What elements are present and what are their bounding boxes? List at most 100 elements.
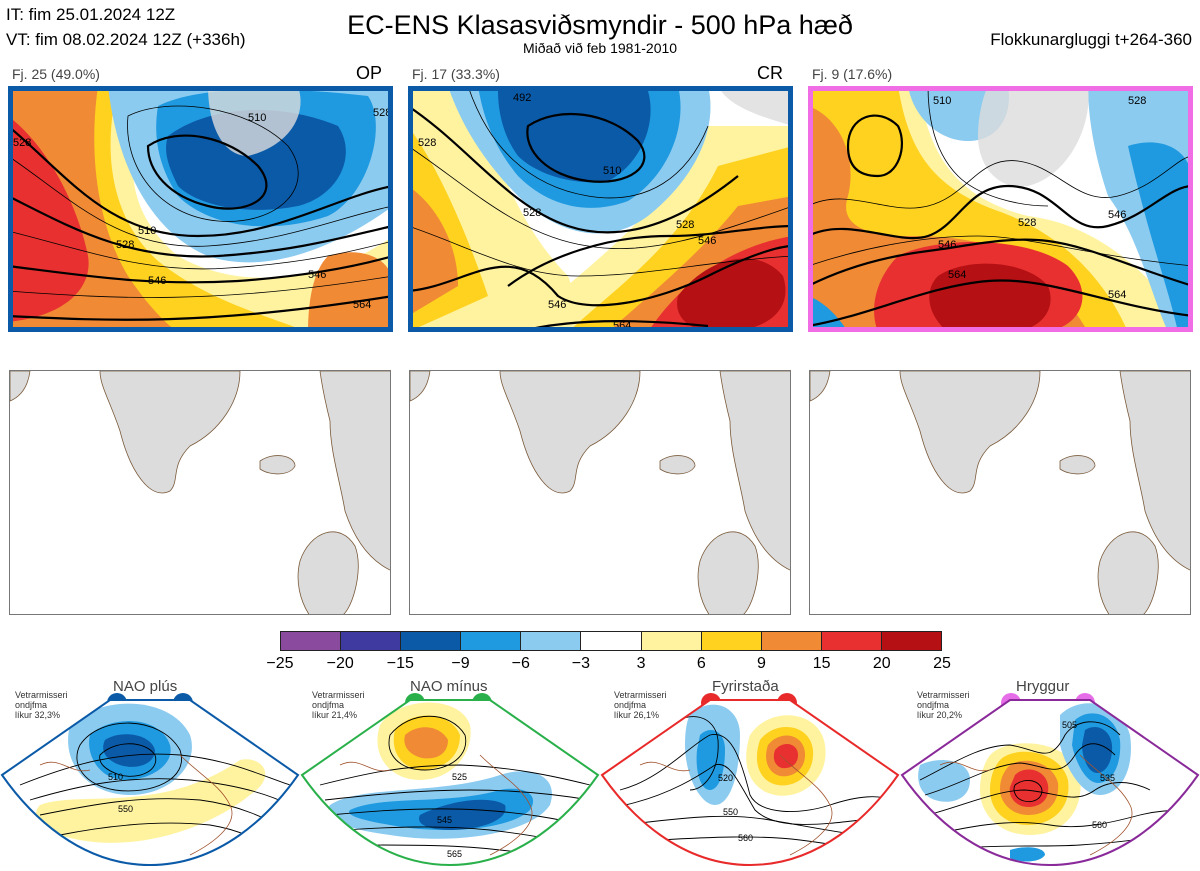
- panel-1-contour-label: 546: [308, 269, 326, 281]
- panel-1-contour-label: 546: [148, 275, 166, 287]
- regime-1-map: 510 550: [0, 699, 300, 867]
- valid-time: VT: fim 08.02.2024 12Z (+336h): [6, 30, 246, 49]
- empty-map-2-land: [410, 371, 790, 614]
- panel-1-border: [8, 86, 393, 332]
- regime-1-contour-label: 550: [118, 804, 133, 814]
- regime-1-title: NAO plús: [113, 678, 178, 695]
- panel-1-contour-label: 510: [138, 225, 156, 237]
- panel-3-label: Fj. 9 (17.6%): [812, 66, 893, 82]
- regime-1-contour-label: 510: [108, 772, 123, 782]
- panel-2-label: Fj. 17 (33.3%): [412, 66, 500, 82]
- panel-2-contour-label: 492: [513, 92, 531, 104]
- regime-3-map: 520 550 560: [600, 699, 900, 867]
- colorbar-tick-label: −15: [386, 655, 414, 672]
- empty-map-1: [9, 370, 391, 615]
- regime-4-contour-label: 560: [1092, 820, 1107, 830]
- regime-2-map: 525 545 565: [300, 699, 600, 867]
- regime-1-note-line: ondjfma: [15, 700, 48, 710]
- regime-3-note-line: Vetrarmisseri: [614, 690, 667, 700]
- colorbar-tick-label: 15: [812, 655, 831, 672]
- regime-2-note-line: líkur 21,4%: [312, 710, 358, 720]
- panel-2-contour-label: 528: [523, 207, 541, 219]
- panel-3-contour-label: 564: [948, 269, 966, 281]
- panel-1-contours: [8, 125, 393, 321]
- cluster-map-3: 510 528 546 546 564 564 528: [808, 86, 1193, 332]
- panel-2-contours: [408, 105, 793, 332]
- colorbar-tick-label: −3: [571, 655, 591, 672]
- regime-4-note-line: líkur 20,2%: [917, 710, 963, 720]
- colorbar: [280, 631, 942, 651]
- regime-4-contour-label: 505: [1062, 720, 1077, 730]
- regime-2-contour-label: 525: [452, 772, 467, 782]
- panel-3-contour-label: 528: [1018, 217, 1036, 229]
- panel-3-contour-label: 528: [1128, 95, 1146, 107]
- colorbar-bin: [641, 632, 702, 650]
- panel-3-contours: [808, 114, 1193, 328]
- regime-4-title: Hryggur: [1016, 678, 1070, 695]
- regime-2-contour-label: 545: [437, 815, 452, 825]
- colorbar-tick-label: 6: [696, 655, 706, 672]
- regime-3-note-line: líkur 26,1%: [614, 710, 660, 720]
- colorbar-tick-label: −6: [511, 655, 530, 672]
- panel-1-contour-label: 528: [116, 239, 134, 251]
- cluster-map-3-canvas: 510 528 546 546 564 564 528: [808, 86, 1193, 332]
- panel-1-contour-label: 510: [248, 112, 266, 124]
- regime-3-note-line: ondjfma: [614, 700, 647, 710]
- colorbar-tick-label: 3: [636, 655, 646, 672]
- cluster-map-1-canvas: 510 528 546 546 564 528 528 510: [8, 86, 393, 332]
- panel-2-tag: CR: [757, 63, 783, 83]
- regime-4-note-line: ondjfma: [917, 700, 950, 710]
- panel-3-border: [808, 86, 1193, 332]
- panel-1-label: Fj. 25 (49.0%): [12, 66, 100, 82]
- colorbar-bin: [461, 632, 522, 650]
- regime-3-title: Fyrirstaða: [712, 678, 779, 695]
- colorbar-tick-label: 25: [933, 655, 951, 672]
- regime-3-contour-label: 520: [718, 773, 733, 783]
- panel-3-contour-label: 510: [933, 95, 951, 107]
- panel-2-contour-label: 510: [603, 165, 621, 177]
- classification-window: Flokkunargluggi t+264-360: [990, 30, 1192, 49]
- panel-1-contour-label: 528: [373, 107, 391, 119]
- regime-2-title: NAO mínus: [410, 678, 488, 695]
- regime-3-contour-label: 550: [723, 807, 738, 817]
- regime-4-map: 505 535 560: [900, 699, 1200, 867]
- page-subtitle: Miðað við feb 1981-2010: [522, 40, 678, 56]
- panel-2-contour-label: 546: [548, 299, 566, 311]
- regime-3-contour-label: 560: [738, 833, 753, 843]
- panel-3-contour-label: 546: [938, 239, 956, 251]
- panel-2-contour-label: 528: [676, 219, 694, 231]
- regime-1-note-line: líkur 32,3%: [15, 710, 61, 720]
- panel-1-contour-label: 528: [13, 137, 31, 149]
- panel-1-tag: OP: [356, 63, 383, 83]
- colorbar-tick-label: −9: [451, 655, 470, 672]
- colorbar-tick-label: 9: [757, 655, 766, 672]
- page-title: EC-ENS Klasasviðsmyndir - 500 hPa hæð: [347, 10, 853, 40]
- empty-map-1-land: [10, 371, 390, 614]
- regime-3-note: Vetrarmisseri ondjfma líkur 26,1%: [614, 690, 667, 720]
- colorbar-tick-label: −20: [326, 655, 354, 672]
- colorbar-bin: [881, 632, 942, 650]
- colorbar-bin: [521, 632, 582, 650]
- panel-2-contour-label: 528: [418, 137, 436, 149]
- cluster-map-2: 510 528 528 546 546 564 528 492: [408, 86, 793, 332]
- panel-1-contour-label: 564: [353, 299, 371, 311]
- empty-map-3-land: [810, 371, 1190, 614]
- initial-time: IT: fim 25.01.2024 12Z: [6, 5, 176, 24]
- colorbar-bin: [761, 632, 822, 650]
- regime-2-note-line: Vetrarmisseri: [312, 690, 365, 700]
- empty-map-2: [409, 370, 791, 615]
- colorbar-tick-label: −25: [266, 655, 294, 672]
- colorbar-bin: [701, 632, 762, 650]
- cluster-map-1: 510 528 546 546 564 528 528 510: [8, 86, 393, 332]
- regime-2-note: Vetrarmisseri ondjfma líkur 21,4%: [312, 690, 365, 720]
- regime-1-note: Vetrarmisseri ondjfma líkur 32,3%: [15, 690, 68, 720]
- colorbar-bin: [341, 632, 402, 650]
- panel-2-contour-label: 546: [698, 235, 716, 247]
- panel-3-contour-label: 564: [1108, 289, 1126, 301]
- panel-3-contour-label: 546: [1108, 209, 1126, 221]
- regime-2-note-line: ondjfma: [312, 700, 345, 710]
- cluster-map-2-canvas: 510 528 528 546 546 564 528 492: [408, 86, 793, 332]
- regime-4-contour-label: 535: [1100, 773, 1115, 783]
- regime-4-note-line: Vetrarmisseri: [917, 690, 970, 700]
- colorbar-bin: [821, 632, 882, 650]
